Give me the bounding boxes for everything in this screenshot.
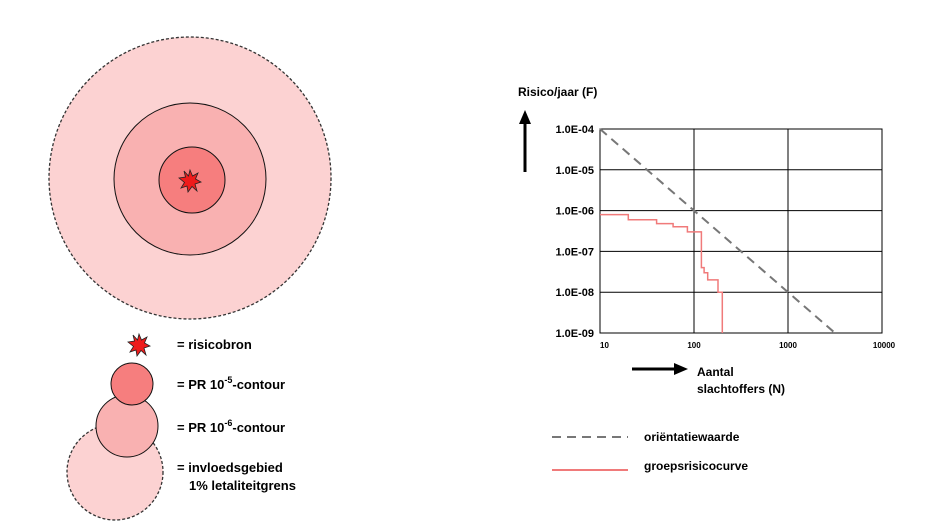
legend-pr6-label: = PR 10-6-contour — [177, 418, 285, 435]
risk-contour-diagram — [48, 36, 332, 320]
legend-pr5-symbol — [110, 362, 154, 406]
x-tick-label: 100 — [687, 341, 701, 350]
legend-group-risk-label: groepsrisicocurve — [644, 459, 748, 473]
plot-area — [599, 128, 883, 334]
right-legend: oriëntatiewaarde groepsrisicocurve — [552, 430, 748, 473]
legend-risicobron-label: = risicobron — [177, 337, 252, 352]
y-tick-label: 1.0E-05 — [555, 165, 594, 177]
chart-xlabel-line2: slachtoffers (N) — [697, 382, 785, 396]
x-tick-label: 10 — [600, 341, 609, 350]
x-axis-arrowhead-icon — [674, 363, 688, 375]
y-tick-labels: 1.0E-09 1.0E-08 1.0E-07 1.0E-06 1.0E-05 1.0E-… — [555, 124, 594, 340]
legend-pr5-label: = PR 10-5-contour — [177, 375, 285, 392]
legend-risicobron-star-icon — [127, 332, 151, 358]
y-axis-arrowhead-icon — [519, 110, 531, 124]
x-tick-label: 10000 — [873, 341, 896, 350]
y-tick-label: 1.0E-06 — [555, 206, 594, 218]
series-layer — [599, 128, 836, 334]
group-risk-curve — [600, 213, 724, 333]
x-tick-labels: 10 100 1000 10000 — [600, 341, 896, 350]
y-tick-label: 1.0E-07 — [555, 246, 594, 258]
x-tick-label: 1000 — [779, 341, 797, 350]
y-tick-label: 1.0E-04 — [555, 124, 594, 136]
orientation-line — [599, 128, 836, 334]
y-tick-label: 1.0E-09 — [555, 328, 594, 340]
risicobron-star-icon — [178, 168, 202, 194]
legend-orientation-label: oriëntatiewaarde — [644, 430, 740, 444]
legend-influence-label-line1: = invloedsgebied — [177, 460, 283, 475]
left-legend: = risicobron = PR 10-5-contour = PR 10-6… — [66, 332, 296, 521]
legend-influence-label-line2: 1% letaliteitgrens — [189, 478, 296, 493]
fn-chart: Risico/jaar (F) 1.0E-091.0E-081.0E-071.0… — [518, 85, 896, 396]
chart-xlabel-line1: Aantal — [697, 365, 734, 379]
y-tick-label: 1.0E-08 — [555, 287, 594, 299]
chart-ylabel: Risico/jaar (F) — [518, 85, 597, 99]
